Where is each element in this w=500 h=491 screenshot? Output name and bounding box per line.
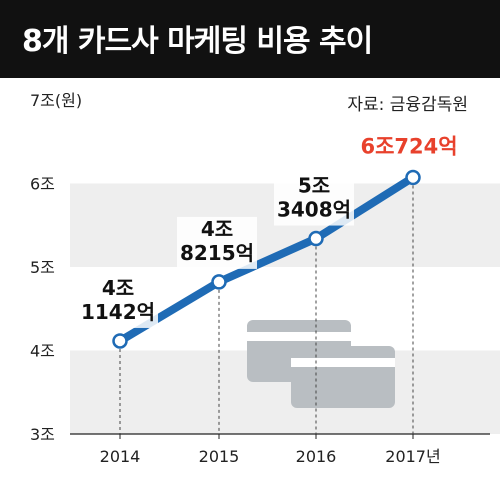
x-tick-label: 2017년 <box>385 447 440 466</box>
data-point <box>308 230 324 247</box>
title-bar: 8개 카드사 마케팅 비용 추이 <box>0 0 500 78</box>
data-label-bg <box>274 173 354 226</box>
data-label: 4조 <box>102 276 134 300</box>
chart-plot: 3조 4조 5조 6조 7조(원) 자료: 금융감독원 2014 2015 2016 2017년 4… <box>30 91 500 466</box>
source-note: 자료: 금융감독원 <box>347 95 468 115</box>
data-label: 3408억 <box>277 198 351 222</box>
y-tick-label: 4조 <box>30 342 55 361</box>
data-label-bg <box>78 275 158 328</box>
data-label: 8215억 <box>180 241 254 265</box>
data-label: 1142억 <box>81 300 155 324</box>
card-icon <box>291 346 395 408</box>
data-point <box>405 169 421 186</box>
x-tick-label: 2014 <box>100 447 141 466</box>
x-tick-label: 2016 <box>296 447 337 466</box>
y-tick-label: 5조 <box>30 258 55 277</box>
y-tick-label: 3조 <box>30 425 55 444</box>
data-label-bg <box>177 216 257 269</box>
data-label: 6조724억 <box>360 134 457 158</box>
data-label: 4조 <box>201 217 233 241</box>
data-point <box>112 333 128 349</box>
y-tick-label: 6조 <box>30 175 55 194</box>
data-label: 5조 <box>298 174 330 198</box>
data-point <box>211 274 227 290</box>
chart-title: 8개 카드사 마케팅 비용 추이 <box>22 24 373 59</box>
x-tick-label: 2015 <box>199 447 240 466</box>
card-icon-stripe <box>291 358 395 367</box>
y-tick-label: 7조(원) <box>30 91 82 110</box>
series-line <box>116 173 417 345</box>
card-icon-stripe <box>247 332 351 341</box>
